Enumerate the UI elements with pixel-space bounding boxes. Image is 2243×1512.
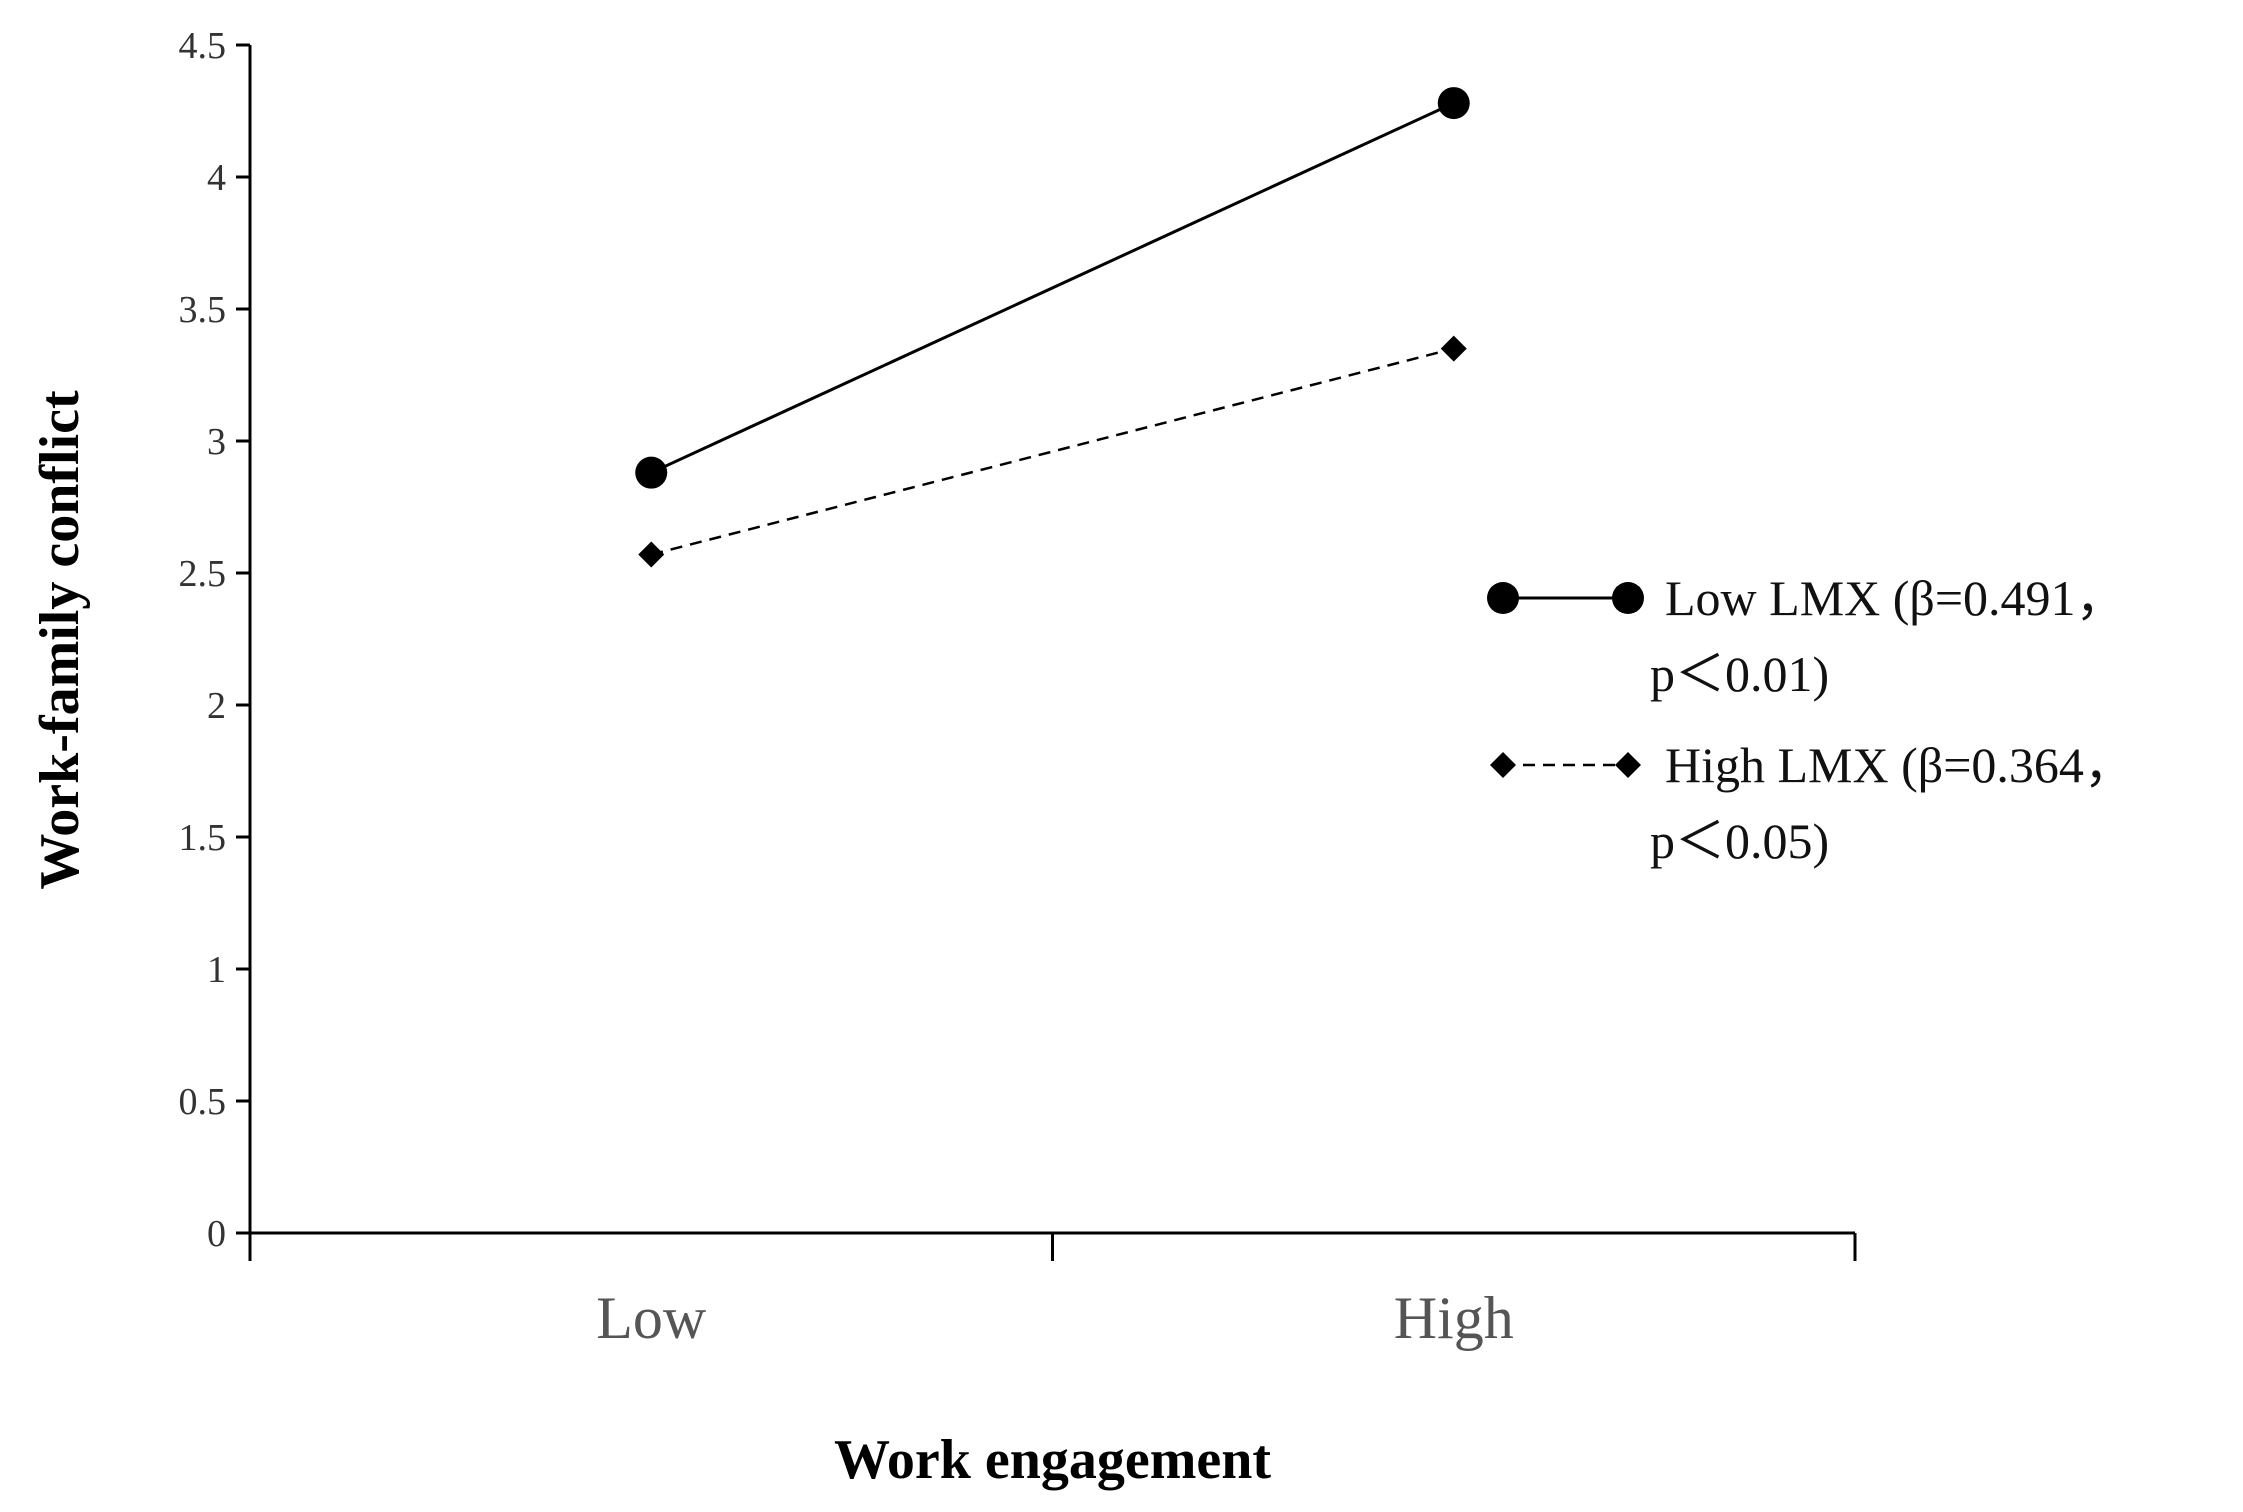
series-line-1: [650, 101, 1455, 475]
legend-label: p＜0.01): [1650, 646, 1829, 702]
y-tick-label: 4: [207, 157, 226, 199]
y-tick-label: 3: [207, 421, 226, 463]
x-axis: Low High: [248, 1231, 1857, 1351]
y-tick-label: 1.5: [179, 817, 227, 859]
legend-label: p＜0.05): [1650, 813, 1829, 869]
y-axis: 0 0.5 1 1.5 2 2.5 3 3.5 4 4.5: [179, 25, 252, 1255]
marker-diamond: [638, 541, 665, 568]
legend: Low LMX (β=0.491， p＜0.01) High LMX (β=0.36…: [1487, 570, 2134, 869]
y-tick-label: 0: [207, 1213, 226, 1255]
legend-label: High LMX (β=0.364，: [1665, 737, 2134, 793]
marker-diamond: [1490, 752, 1516, 778]
plot-series: [635, 87, 1470, 568]
y-tick-label: 2: [207, 685, 226, 727]
legend-label: Low LMX (β=0.491，: [1665, 570, 2126, 626]
marker-circle: [1612, 582, 1644, 614]
marker-circle: [1437, 87, 1470, 120]
y-axis-title: Work-family conflict: [29, 390, 91, 890]
x-category-label: High: [1394, 1285, 1514, 1351]
y-tick-label: 1: [207, 949, 226, 991]
marker-circle: [1487, 582, 1519, 614]
marker-diamond: [1615, 752, 1641, 778]
y-tick-label: 3.5: [179, 289, 227, 331]
x-axis-title: Work engagement: [834, 1429, 1271, 1491]
y-tick-label: 2.5: [179, 553, 227, 595]
y-tick-label: 0.5: [179, 1081, 227, 1123]
marker-diamond: [1440, 335, 1467, 362]
series-line-2: [650, 347, 1455, 556]
marker-circle: [635, 456, 668, 489]
y-tick-label: 4.5: [179, 25, 227, 67]
x-category-label: Low: [596, 1285, 707, 1351]
